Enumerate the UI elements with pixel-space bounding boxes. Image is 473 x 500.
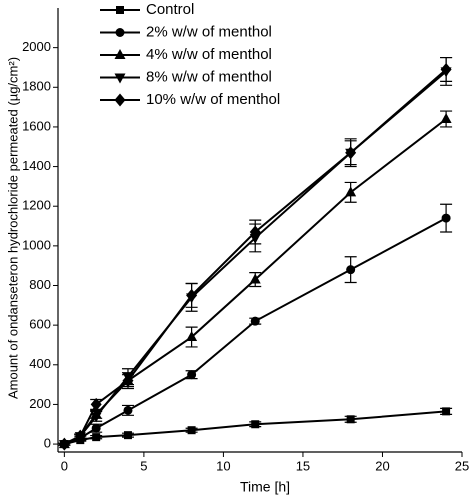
marker [440,62,452,76]
marker [186,331,198,342]
legend-label: Control [146,1,194,18]
marker [186,288,198,302]
marker [123,431,132,440]
x-tick-label: 15 [296,458,310,473]
y-tick-label: 1200 [22,198,51,213]
x-axis-label: Time [h] [240,479,290,495]
y-tick-label: 800 [29,277,51,292]
x-tick-label: 5 [140,458,147,473]
y-tick-label: 1800 [22,79,51,94]
marker [251,420,260,429]
marker [91,423,101,433]
marker [92,433,101,442]
marker [250,316,260,326]
marker [123,405,133,415]
legend-label: 8% w/w of menthol [146,68,272,85]
y-tick-label: 400 [29,356,51,371]
marker [187,426,196,435]
legend-marker [115,28,125,37]
marker [346,265,356,275]
marker [90,397,102,411]
marker [90,412,102,423]
y-tick-label: 1000 [22,237,51,252]
x-tick-label: 10 [216,458,230,473]
marker [346,415,355,424]
legend-marker [114,49,126,59]
marker [74,429,86,443]
legend-label: 2% w/w of menthol [146,23,272,40]
y-tick-label: 2000 [22,39,51,54]
legend-marker [114,73,126,84]
series-line [63,68,447,445]
legend-label: 4% w/w of menthol [146,46,272,63]
y-tick-label: 1400 [22,158,51,173]
marker [249,225,261,239]
x-tick-label: 0 [61,458,68,473]
marker [442,407,451,416]
x-tick-label: 25 [455,458,469,473]
y-tick-label: 0 [44,436,51,451]
marker [441,213,451,223]
y-tick-label: 1600 [22,118,51,133]
legend-label: 10% w/w of menthol [146,91,280,108]
y-tick-label: 200 [29,396,51,411]
marker [187,370,197,380]
y-axis-label: Amount of ondanseteron hydrochloride per… [5,57,20,399]
marker [440,113,452,123]
legend-marker [114,93,126,107]
y-tick-label: 600 [29,317,51,332]
marker [58,437,70,451]
marker [345,186,357,197]
x-tick-label: 20 [375,458,389,473]
marker [345,146,357,160]
legend-marker [116,6,124,14]
marker [249,273,261,284]
marker [122,374,134,388]
